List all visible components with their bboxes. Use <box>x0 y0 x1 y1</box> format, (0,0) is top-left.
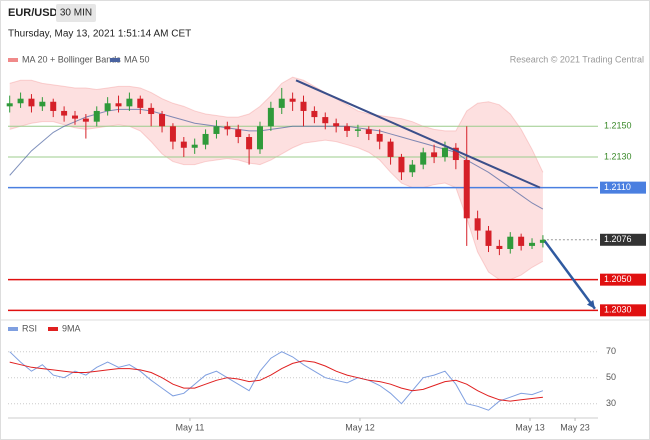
candle-body <box>409 164 416 173</box>
candle-body <box>137 98 144 108</box>
candle-body <box>180 141 187 148</box>
candle-body <box>267 107 274 127</box>
level-label-box <box>600 233 646 246</box>
candle-body <box>93 110 100 122</box>
candle-body <box>202 133 209 145</box>
candle-body <box>311 110 318 118</box>
level-label-box <box>600 304 646 317</box>
bollinger-upper <box>9 76 544 173</box>
candle-body <box>50 101 57 111</box>
level-label: 1.2076 <box>604 234 632 244</box>
candle-body <box>452 147 459 161</box>
y-tick-label: 70 <box>606 346 616 356</box>
candle-body <box>39 101 46 107</box>
candle-body <box>333 123 340 127</box>
level-label-box <box>600 181 646 194</box>
rsi-line <box>9 351 544 411</box>
legend-swatch <box>8 327 18 331</box>
candle-body <box>289 98 296 102</box>
candle-body <box>104 103 111 111</box>
x-tick-label: May 23 <box>560 422 590 432</box>
legend-swatch <box>48 327 58 331</box>
candle-body <box>344 126 351 131</box>
timeframe-badge[interactable] <box>56 4 96 22</box>
candle-body <box>278 98 285 108</box>
candle-body <box>191 144 198 148</box>
candle-body <box>387 141 394 157</box>
legend-swatch <box>110 58 120 62</box>
candle-body <box>224 126 231 130</box>
candle-body <box>148 107 155 115</box>
candle-body <box>507 236 514 249</box>
candle-body <box>300 101 307 111</box>
symbol: EUR/USD <box>8 7 58 19</box>
candle-body <box>539 239 546 243</box>
x-tick-label: May 11 <box>176 422 205 432</box>
source: Research © 2021 Trading Central <box>510 54 644 64</box>
level-label: 1.2110 <box>604 182 631 192</box>
candle-body <box>6 103 13 107</box>
candle-body <box>235 129 242 138</box>
candle-body <box>82 118 89 122</box>
candle-body <box>518 236 525 246</box>
x-tick-label: May 12 <box>345 422 375 432</box>
legend-swatch <box>8 58 18 62</box>
forecast-arrow <box>543 240 596 310</box>
candle-body <box>376 133 383 142</box>
level-label: 1.2030 <box>604 305 632 315</box>
candle-body <box>61 110 68 116</box>
legend-label: MA 50 <box>124 54 150 64</box>
candle-body <box>322 117 329 124</box>
candle-body <box>17 98 24 104</box>
y-tick-label: 30 <box>606 398 616 408</box>
candle-body <box>398 156 405 173</box>
candle-body <box>28 98 35 107</box>
level-label: 1.2130 <box>604 151 632 161</box>
legend-label: 9MA <box>62 323 81 333</box>
candle-body <box>485 230 492 246</box>
candle-body <box>71 115 78 119</box>
candle-body <box>529 242 536 246</box>
timestamp: Thursday, May 13, 2021 1:51:14 AM CET <box>8 29 191 40</box>
candle-body <box>115 103 122 107</box>
legend-label: MA 20 + Bollinger Bands <box>22 54 121 64</box>
y-tick-label: 50 <box>606 372 616 382</box>
candle-body <box>496 245 503 249</box>
x-tick-label: May 13 <box>515 422 545 432</box>
candle-body <box>169 126 176 142</box>
legend-label: RSI <box>22 323 37 333</box>
arrow-head <box>586 299 595 309</box>
candle-body <box>420 152 427 165</box>
bollinger-band <box>9 77 543 280</box>
level-label-box <box>600 273 646 286</box>
timeframe[interactable]: 30 MIN <box>60 8 92 19</box>
candle-body <box>354 129 361 131</box>
candle-body <box>463 160 470 219</box>
candle-body <box>159 114 166 127</box>
candle-body <box>431 152 438 157</box>
candle-body <box>256 126 263 150</box>
candle-body <box>441 147 448 157</box>
candle-body <box>213 126 220 134</box>
level-label: 1.2150 <box>604 121 632 131</box>
candle-body <box>365 129 372 134</box>
candle-body <box>474 218 481 231</box>
candle-body <box>246 137 253 150</box>
level-label: 1.2050 <box>604 274 632 284</box>
trendline <box>295 79 541 189</box>
rsi-line <box>9 360 543 402</box>
candle-body <box>126 98 133 107</box>
